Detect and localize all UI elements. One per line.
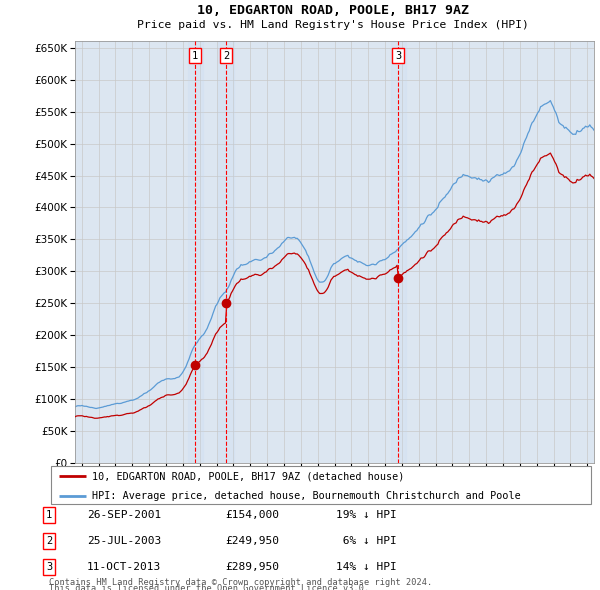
Text: This data is licensed under the Open Government Licence v3.0.: This data is licensed under the Open Gov…: [49, 584, 370, 590]
Text: 26-SEP-2001: 26-SEP-2001: [87, 510, 161, 520]
Bar: [188, 41, 203, 463]
Text: HPI: Average price, detached house, Bournemouth Christchurch and Poole: HPI: Average price, detached house, Bour…: [91, 491, 520, 501]
Text: Contains HM Land Registry data © Crown copyright and database right 2024.: Contains HM Land Registry data © Crown c…: [49, 578, 433, 587]
Text: £289,950: £289,950: [225, 562, 279, 572]
Text: £154,000: £154,000: [225, 510, 279, 520]
Text: 2: 2: [223, 51, 229, 61]
Text: 1: 1: [192, 51, 199, 61]
Bar: [218, 41, 233, 463]
Text: 3: 3: [395, 51, 401, 61]
Bar: [391, 41, 406, 463]
Text: 10, EDGARTON ROAD, POOLE, BH17 9AZ (detached house): 10, EDGARTON ROAD, POOLE, BH17 9AZ (deta…: [91, 471, 404, 481]
Text: 19% ↓ HPI: 19% ↓ HPI: [336, 510, 397, 520]
Text: £249,950: £249,950: [225, 536, 279, 546]
Text: 1: 1: [46, 510, 52, 520]
Text: Price paid vs. HM Land Registry's House Price Index (HPI): Price paid vs. HM Land Registry's House …: [137, 20, 529, 30]
Text: 25-JUL-2003: 25-JUL-2003: [87, 536, 161, 546]
Text: 14% ↓ HPI: 14% ↓ HPI: [336, 562, 397, 572]
Text: 3: 3: [46, 562, 52, 572]
Text: 10, EDGARTON ROAD, POOLE, BH17 9AZ: 10, EDGARTON ROAD, POOLE, BH17 9AZ: [197, 4, 469, 17]
Text: 11-OCT-2013: 11-OCT-2013: [87, 562, 161, 572]
Text: 6% ↓ HPI: 6% ↓ HPI: [336, 536, 397, 546]
Text: 2: 2: [46, 536, 52, 546]
